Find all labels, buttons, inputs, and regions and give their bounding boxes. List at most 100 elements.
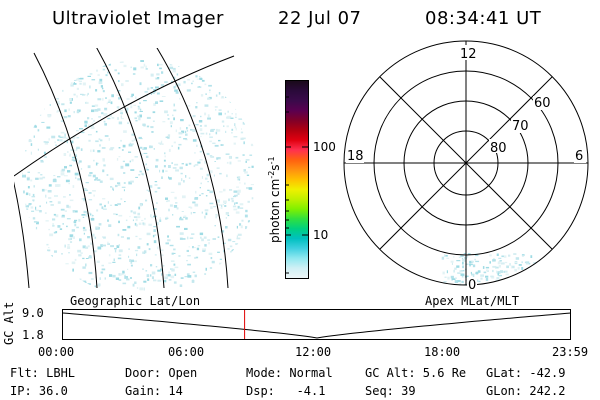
emission-speckle: [66, 137, 68, 140]
emission-speckle: [171, 252, 174, 255]
emission-speckle: [121, 83, 124, 87]
emission-speckle: [138, 238, 142, 240]
emission-speckle: [124, 276, 128, 279]
emission-speckle: [107, 71, 109, 74]
emission-speckle: [475, 260, 480, 263]
emission-speckle: [199, 60, 203, 64]
emission-speckle: [488, 288, 492, 289]
emission-speckle: [200, 135, 202, 137]
emission-speckle: [114, 69, 117, 72]
emission-speckle: [244, 214, 248, 218]
emission-speckle: [62, 89, 64, 92]
emission-speckle: [155, 101, 158, 104]
emission-speckle: [93, 194, 95, 197]
emission-speckle: [169, 204, 173, 207]
emission-speckle: [539, 277, 541, 279]
emission-speckle: [165, 197, 168, 200]
emission-speckle: [64, 210, 67, 212]
emission-speckle: [250, 143, 254, 147]
emission-speckle: [239, 178, 241, 181]
orbit-timeline: [62, 309, 572, 340]
emission-speckle: [186, 89, 191, 92]
emission-speckle: [100, 244, 103, 248]
emission-speckle: [188, 246, 190, 248]
emission-speckle: [514, 261, 518, 264]
emission-speckle: [456, 260, 461, 262]
gc-alt-bottom-value: 1.8: [22, 328, 44, 342]
emission-speckle: [135, 218, 138, 222]
emission-speckle: [142, 251, 145, 254]
emission-speckle: [173, 76, 176, 80]
emission-speckle: [139, 110, 143, 112]
emission-speckle: [190, 206, 193, 209]
emission-speckle: [199, 167, 203, 170]
emission-speckle: [163, 159, 166, 162]
emission-speckle: [39, 210, 42, 213]
emission-speckle: [15, 177, 16, 179]
emission-speckle: [513, 279, 517, 281]
emission-speckle: [135, 235, 138, 238]
emission-speckle: [183, 80, 186, 84]
emission-speckle: [244, 121, 248, 125]
emission-speckle: [248, 67, 252, 70]
emission-speckle: [235, 156, 239, 159]
emission-speckle: [22, 84, 24, 87]
emission-speckle: [527, 287, 529, 290]
emission-speckle: [251, 96, 253, 99]
emission-speckle: [96, 66, 100, 68]
emission-speckle: [231, 113, 233, 115]
emission-speckle: [225, 153, 230, 155]
emission-speckle: [238, 277, 241, 281]
emission-speckle: [224, 79, 229, 83]
emission-speckle: [218, 82, 222, 84]
emission-speckle: [160, 140, 163, 144]
emission-speckle: [89, 53, 91, 54]
emission-speckle: [81, 94, 86, 96]
emission-speckle: [41, 188, 45, 192]
emission-speckle: [208, 84, 212, 87]
emission-speckle: [66, 225, 68, 228]
door-readout: Door: Open: [125, 366, 198, 380]
emission-speckle: [60, 170, 65, 173]
emission-speckle: [247, 200, 250, 203]
emission-speckle: [175, 169, 179, 172]
emission-speckle: [90, 60, 94, 62]
emission-speckle: [76, 52, 78, 53]
emission-speckle: [32, 217, 36, 220]
emission-speckle: [53, 280, 57, 284]
emission-speckle: [120, 236, 124, 238]
emission-speckle: [173, 117, 175, 121]
emission-speckle: [151, 271, 156, 275]
emission-speckle: [93, 119, 95, 122]
emission-speckle: [527, 273, 531, 276]
emission-speckle: [207, 97, 211, 100]
emission-speckle: [179, 166, 183, 170]
emission-speckle: [66, 272, 68, 274]
emission-speckle: [162, 121, 166, 123]
emission-speckle: [87, 75, 91, 77]
emission-speckle: [157, 279, 162, 282]
emission-speckle: [208, 242, 210, 245]
emission-speckle: [242, 82, 246, 84]
emission-speckle: [112, 261, 116, 263]
emission-speckle: [27, 121, 31, 125]
emission-speckle: [192, 80, 194, 82]
emission-speckle: [15, 73, 19, 76]
emission-speckle: [238, 176, 241, 179]
emission-speckle: [102, 169, 105, 173]
emission-speckle: [119, 110, 123, 112]
emission-speckle: [130, 169, 135, 171]
emission-speckle: [192, 201, 196, 204]
emission-speckle: [78, 80, 82, 82]
mlt-label-0: 0: [468, 278, 476, 293]
emission-speckle: [170, 54, 172, 56]
emission-speckle: [197, 54, 200, 57]
emission-speckle: [82, 245, 86, 249]
emission-speckle: [204, 83, 207, 86]
emission-speckle: [118, 90, 121, 92]
emission-speckle: [22, 77, 24, 80]
emission-speckle: [493, 258, 495, 260]
emission-speckle: [64, 76, 69, 79]
emission-speckle: [61, 253, 63, 255]
emission-speckle: [102, 158, 105, 160]
